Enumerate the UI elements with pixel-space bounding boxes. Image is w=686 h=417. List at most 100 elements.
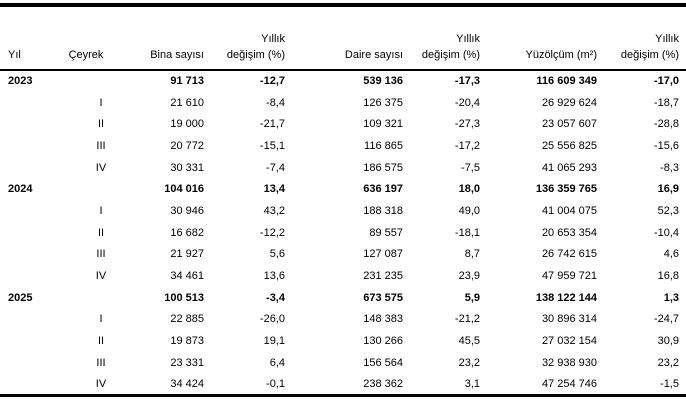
- cell-quarter: IV: [95, 161, 107, 174]
- header-row: Yıl Çeyrek Bina sayısı Yıllık değişim (%…: [0, 5, 686, 71]
- col-header-annual-change-buildings-line1: Yıllık: [261, 33, 285, 45]
- cell-dwelling-count: 156 564: [363, 356, 403, 369]
- cell-annual-change-buildings: -3,4: [266, 291, 285, 304]
- cell-year: 2023: [8, 75, 33, 88]
- cell-building-count: 21 927: [170, 248, 204, 261]
- cell-floor-area: 116 609 349: [536, 75, 597, 88]
- cell-annual-change-dwellings: 49,0: [458, 204, 480, 217]
- cell-dwelling-count: 188 318: [363, 204, 403, 217]
- col-header-floor-area-label: Yüzölçüm (m²): [525, 49, 597, 61]
- cell-dwelling-count: 126 375: [363, 96, 403, 109]
- cell-dwelling-count: 238 362: [363, 377, 403, 390]
- cell-annual-change-dwellings: 3,1: [464, 377, 480, 390]
- cell-annual-change-dwellings: -17,2: [454, 139, 480, 152]
- cell-annual-change-dwellings: 23,2: [458, 356, 480, 369]
- col-header-quarter-label: Çeyrek: [68, 49, 104, 61]
- cell-annual-change-dwellings: -27,3: [454, 118, 480, 131]
- col-header-annual-change-dwellings: Yıllık değişim (%): [404, 5, 481, 71]
- col-header-floor-area: Yüzölçüm (m²): [481, 5, 598, 71]
- cell-annual-change-dwellings: -7,5: [461, 161, 480, 174]
- cell-dwelling-count: 231 235: [363, 270, 403, 283]
- cell-annual-change-floor-area: 23,2: [657, 356, 679, 369]
- cell-annual-change-dwellings: 8,7: [464, 248, 480, 261]
- cell-dwelling-count: 148 383: [363, 313, 403, 326]
- cell-building-count: 30 946: [170, 204, 204, 217]
- table-row: 2023 91 713 -12,7 539 136 -17,3 116 609 …: [0, 70, 686, 92]
- cell-annual-change-dwellings: -17,3: [454, 75, 480, 88]
- cell-annual-change-floor-area: -1,5: [660, 377, 679, 390]
- cell-annual-change-floor-area: 30,9: [657, 335, 679, 348]
- cell-annual-change-floor-area: -28,8: [653, 118, 679, 131]
- cell-dwelling-count: 673 575: [363, 291, 403, 304]
- cell-dwelling-count: 186 575: [363, 161, 403, 174]
- cell-floor-area: 23 057 607: [541, 118, 597, 131]
- cell-building-count: 100 513: [164, 291, 204, 304]
- cell-annual-change-buildings: -12,2: [259, 226, 285, 239]
- table-row: IV 30 331 -7,4 186 575 -7,5 41 065 293 -…: [0, 157, 686, 179]
- cell-year: [0, 200, 60, 222]
- cell-annual-change-floor-area: -17,0: [653, 75, 679, 88]
- cell-quarter: [60, 287, 142, 309]
- cell-annual-change-dwellings: -18,1: [454, 226, 480, 239]
- cell-quarter: I: [99, 204, 103, 217]
- cell-annual-change-dwellings: 45,5: [458, 335, 480, 348]
- cell-quarter: [60, 178, 142, 200]
- cell-quarter: III: [96, 139, 106, 152]
- col-header-annual-change-buildings: Yıllık değişim (%): [205, 5, 286, 71]
- cell-year: [0, 374, 60, 396]
- cell-year: [0, 244, 60, 266]
- col-header-year-label: Yıl: [8, 49, 21, 61]
- cell-floor-area: 30 896 314: [541, 313, 597, 326]
- cell-floor-area: 138 122 144: [535, 291, 597, 304]
- cell-annual-change-buildings: 19,1: [263, 335, 285, 348]
- cell-annual-change-buildings: 6,4: [269, 356, 285, 369]
- cell-dwelling-count: 127 087: [363, 248, 403, 261]
- cell-dwelling-count: 130 266: [363, 335, 403, 348]
- cell-dwelling-count: 636 197: [363, 183, 403, 196]
- table-row: III 20 772 -15,1 116 865 -17,2 25 556 82…: [0, 135, 686, 157]
- cell-annual-change-floor-area: 4,6: [663, 248, 679, 261]
- cell-annual-change-floor-area: 16,9: [657, 183, 679, 196]
- cell-annual-change-buildings: 5,6: [269, 248, 285, 261]
- cell-year: [0, 135, 60, 157]
- cell-quarter: I: [99, 96, 103, 109]
- cell-dwelling-count: 109 321: [363, 118, 403, 131]
- col-header-annual-change-floor-area-line1: Yıllık: [655, 33, 679, 45]
- cell-year: [0, 309, 60, 331]
- cell-quarter: IV: [95, 377, 107, 390]
- cell-annual-change-buildings: -26,0: [259, 313, 285, 326]
- cell-annual-change-dwellings: 18,0: [458, 183, 480, 196]
- cell-building-count: 19 873: [170, 335, 204, 348]
- cell-building-count: 104 016: [164, 183, 204, 196]
- cell-building-count: 19 000: [170, 118, 204, 131]
- cell-floor-area: 27 032 154: [541, 335, 597, 348]
- cell-dwelling-count: 539 136: [363, 75, 403, 88]
- cell-building-count: 91 713: [170, 75, 204, 88]
- cell-annual-change-floor-area: -24,7: [653, 313, 679, 326]
- table-row: I 21 610 -8,4 126 375 -20,4 26 929 624 -…: [0, 92, 686, 114]
- cell-annual-change-floor-area: 52,3: [657, 204, 679, 217]
- cell-year: 2025: [8, 291, 33, 304]
- cell-quarter: II: [97, 226, 105, 239]
- cell-year: 2024: [8, 183, 33, 196]
- cell-annual-change-buildings: -21,7: [259, 118, 285, 131]
- cell-annual-change-floor-area: 16,8: [657, 270, 679, 283]
- table-row: II 19 000 -21,7 109 321 -27,3 23 057 607…: [0, 113, 686, 135]
- cell-annual-change-dwellings: 23,9: [458, 270, 480, 283]
- cell-annual-change-floor-area: -10,4: [653, 226, 679, 239]
- cell-floor-area: 25 556 825: [541, 139, 597, 152]
- cell-year: [0, 222, 60, 244]
- col-header-building-count: Bina sayısı: [142, 5, 205, 71]
- cell-quarter: I: [99, 313, 103, 326]
- cell-annual-change-floor-area: 1,3: [663, 291, 679, 304]
- cell-floor-area: 47 959 721: [541, 270, 597, 283]
- cell-quarter: II: [97, 335, 105, 348]
- cell-year: [0, 265, 60, 287]
- cell-quarter: II: [97, 118, 105, 131]
- col-header-annual-change-floor-area: Yıllık değişim (%): [598, 5, 686, 71]
- cell-annual-change-buildings: 13,4: [263, 183, 285, 196]
- cell-annual-change-buildings: -15,1: [259, 139, 285, 152]
- cell-floor-area: 41 065 293: [541, 161, 597, 174]
- cell-floor-area: 47 254 746: [541, 377, 597, 390]
- table-row: III 23 331 6,4 156 564 23,2 32 938 930 2…: [0, 352, 686, 374]
